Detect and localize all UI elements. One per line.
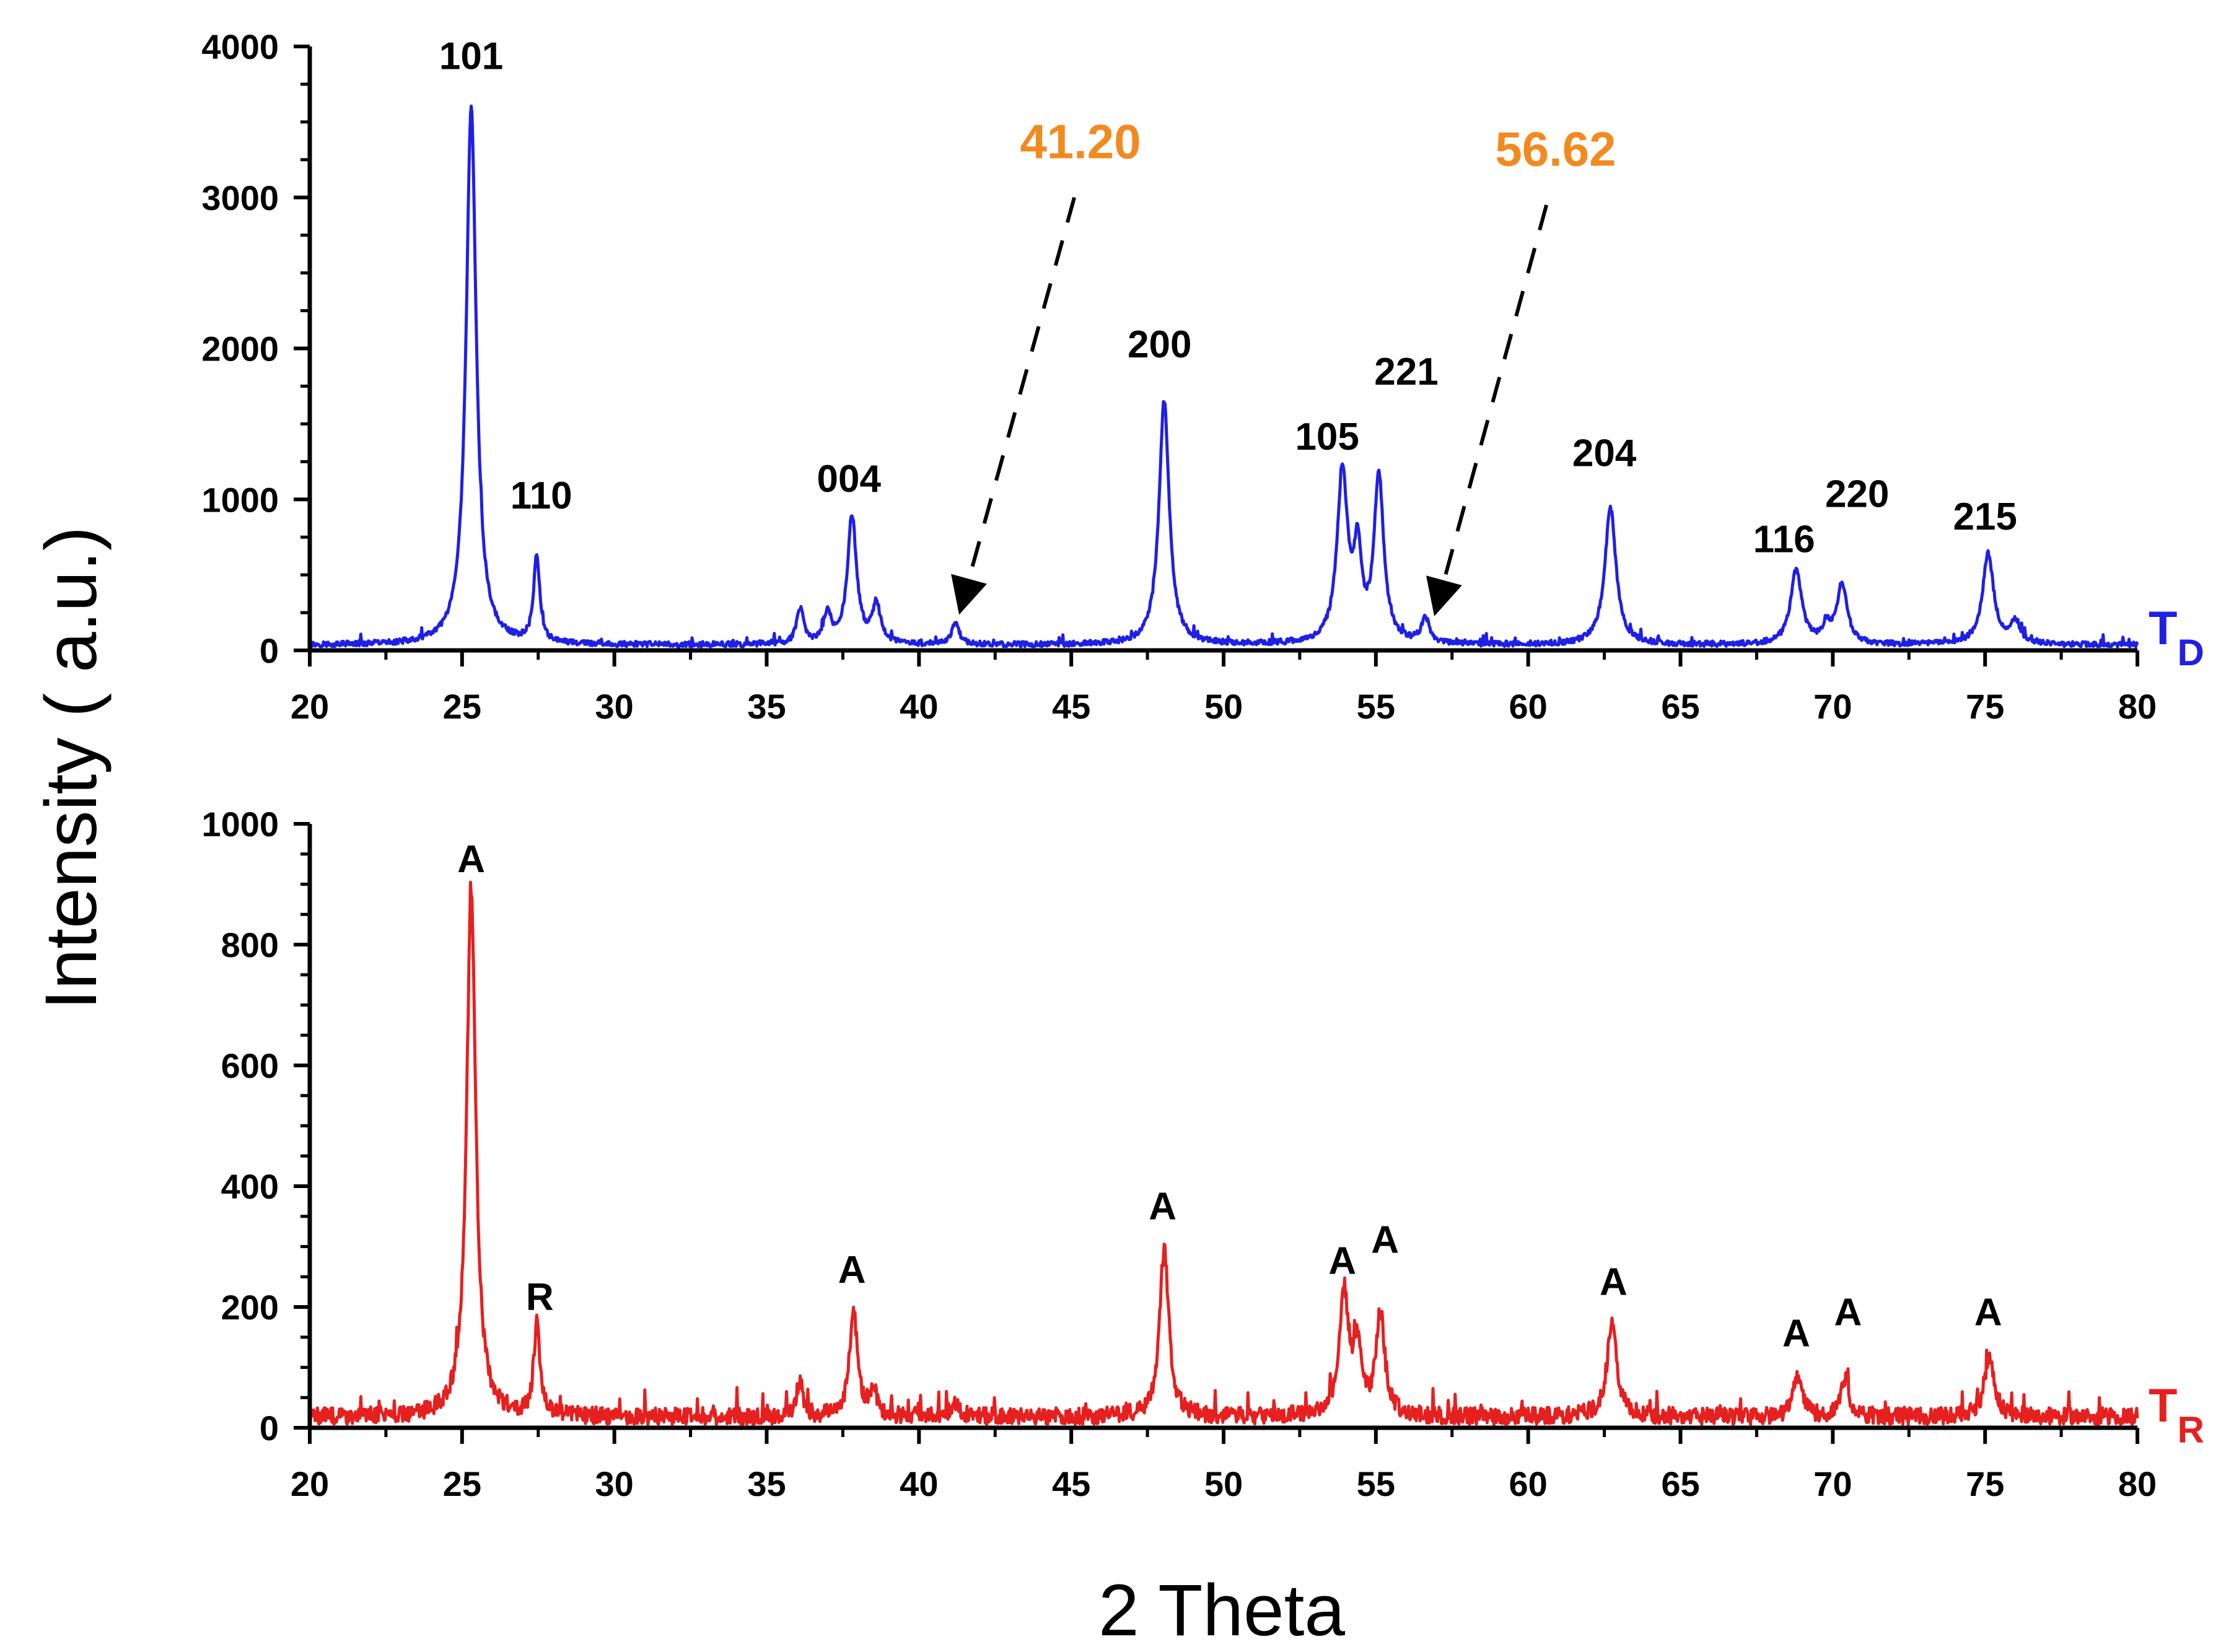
- x-tick-label: 80: [2118, 1464, 2157, 1503]
- x-tick-label: 20: [291, 687, 329, 726]
- x-tick-label: 55: [1357, 687, 1395, 726]
- x-tick-label: 75: [1966, 687, 2004, 726]
- x-tick-label: 25: [443, 1464, 481, 1503]
- y-tick-label: 1000: [201, 480, 279, 519]
- peak-label: 110: [510, 474, 572, 517]
- x-tick-label: 55: [1357, 1464, 1395, 1503]
- y-tick-label: 0: [260, 631, 279, 670]
- x-axis-title: 2 Theta: [1098, 1570, 1345, 1651]
- panel-tr: 20 25 30 35 40 45 50 55 60 65 70 75 8002004006008001…: [201, 805, 2204, 1503]
- callout-label: 56.62: [1495, 122, 1616, 177]
- peak-label: 101: [439, 35, 503, 78]
- x-tick-label: 70: [1813, 687, 1852, 726]
- y-tick-label: 3000: [201, 178, 279, 217]
- x-tick-label: 35: [747, 1464, 786, 1503]
- y-tick-label: 4000: [201, 27, 279, 66]
- peak-label: A: [457, 838, 485, 881]
- y-tick-label: 600: [221, 1046, 279, 1085]
- callout-label: 41.20: [1020, 114, 1141, 168]
- x-tick-label: 40: [900, 1464, 938, 1503]
- series-line-td: [309, 104, 2139, 649]
- peak-label: 105: [1295, 416, 1359, 458]
- x-tick-label: 80: [2118, 687, 2157, 726]
- x-tick-label: 50: [1204, 687, 1243, 726]
- x-tick-label: 65: [1661, 1464, 1699, 1503]
- peak-label: A: [1834, 1291, 1862, 1334]
- peak-label: R: [526, 1276, 554, 1319]
- panel-td: 20 25 30 35 40 45 50 55 60 65 70 75 80 0 1000 2000 3000 4…: [201, 27, 2204, 726]
- y-tick-label: 800: [221, 925, 279, 964]
- y-tick-label: 400: [221, 1167, 279, 1206]
- x-tick-label: 30: [595, 1464, 634, 1503]
- x-tick-label: 35: [747, 687, 786, 726]
- series-tag: TD: [2149, 602, 2204, 673]
- peak-label: 204: [1572, 432, 1637, 475]
- y-tick-label: 200: [221, 1288, 279, 1327]
- x-tick-label: 25: [443, 687, 481, 726]
- series-tag-main: T: [2149, 1379, 2177, 1432]
- x-tick-label: 75: [1966, 1464, 2004, 1503]
- peak-label: 004: [817, 458, 882, 500]
- y-tick-label: 2000: [201, 330, 279, 369]
- peak-label: A: [1974, 1291, 2002, 1334]
- x-tick-label: 45: [1052, 1464, 1090, 1503]
- y-tick-label: 1000: [201, 805, 279, 844]
- series-tag-main: T: [2149, 602, 2177, 655]
- peak-label: 220: [1825, 473, 1889, 515]
- peak-label: A: [1328, 1239, 1356, 1282]
- series-tag: TR: [2149, 1379, 2204, 1451]
- x-tick-label: 30: [595, 687, 634, 726]
- y-tick-label: 0: [260, 1409, 279, 1448]
- peak-label: 200: [1128, 323, 1191, 366]
- peak-label: A: [1149, 1186, 1176, 1228]
- peak-label: A: [1782, 1312, 1810, 1355]
- peak-label: 215: [1953, 496, 2017, 538]
- x-tick-label: 60: [1509, 1464, 1548, 1503]
- x-tick-label: 45: [1052, 687, 1090, 726]
- series-line-tr: [308, 880, 2139, 1427]
- x-tick-label: 65: [1661, 687, 1699, 726]
- x-tick-label: 50: [1204, 1464, 1243, 1503]
- callout-arrow: [951, 196, 1076, 615]
- series-tag-sub: R: [2177, 1409, 2204, 1451]
- x-tick-label: 70: [1813, 1464, 1852, 1503]
- y-axis-title: Intensity ( a.u.): [30, 527, 112, 1010]
- x-tick-label: 60: [1509, 687, 1548, 726]
- peak-label: A: [1600, 1261, 1628, 1304]
- peak-label: A: [1371, 1218, 1399, 1261]
- x-tick-label: 40: [900, 687, 938, 726]
- x-tick-label: 20: [291, 1464, 329, 1503]
- callout-arrow: [1426, 204, 1549, 616]
- peak-label: 221: [1374, 351, 1438, 393]
- peak-label: 116: [1753, 518, 1815, 561]
- series-tag-sub: D: [2177, 632, 2204, 673]
- peak-label: A: [838, 1249, 866, 1291]
